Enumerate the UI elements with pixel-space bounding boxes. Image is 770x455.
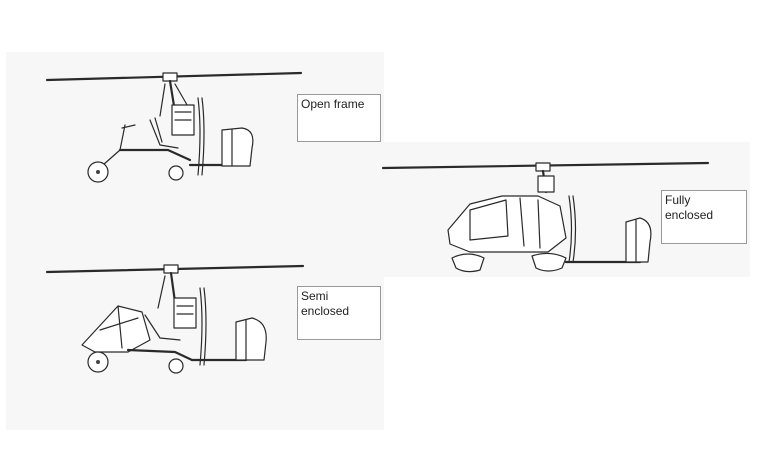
full-propeller [568, 195, 573, 263]
open-frame-keel [118, 148, 192, 162]
open-seat [149, 119, 179, 149]
semi-rotor-hub [163, 264, 179, 274]
semi-mast [169, 271, 177, 304]
full-main-wheel-fairing [531, 252, 567, 272]
label-open-frame: Open frame [297, 94, 381, 142]
semi-enclosed-gyroplane-drawing [45, 264, 305, 374]
label-fully-enclosed-line-1: Fully [665, 193, 691, 207]
open-tail-fin [221, 127, 254, 167]
semi-propeller [199, 287, 203, 366]
semi-nose-fairing [81, 305, 151, 353]
label-open-frame-line-1: Open frame [301, 97, 365, 111]
full-tail-fin [625, 217, 652, 263]
label-semi-enclosed: Semi enclosed [297, 286, 381, 340]
label-semi-enclosed-line-2: enclosed [301, 304, 350, 318]
semi-keel [126, 348, 194, 362]
open-frame-gyroplane-drawing [45, 71, 303, 183]
full-front-wheel-fairing [451, 253, 485, 273]
open-main-wheel [168, 165, 184, 181]
open-rotor-hub [162, 72, 178, 82]
fully-enclosed-gyroplane-drawing [381, 161, 710, 273]
full-rotor-hub [535, 162, 551, 172]
semi-main-wheel [168, 358, 184, 374]
open-propeller [197, 97, 201, 176]
semi-tail-fin [235, 317, 267, 361]
label-fully-enclosed-line-2: enclosed [665, 208, 714, 222]
label-fully-enclosed: Fully enclosed [661, 190, 747, 244]
semi-engine [173, 297, 197, 329]
label-semi-enclosed-line-1: Semi [301, 289, 329, 303]
full-windshield [469, 199, 509, 241]
